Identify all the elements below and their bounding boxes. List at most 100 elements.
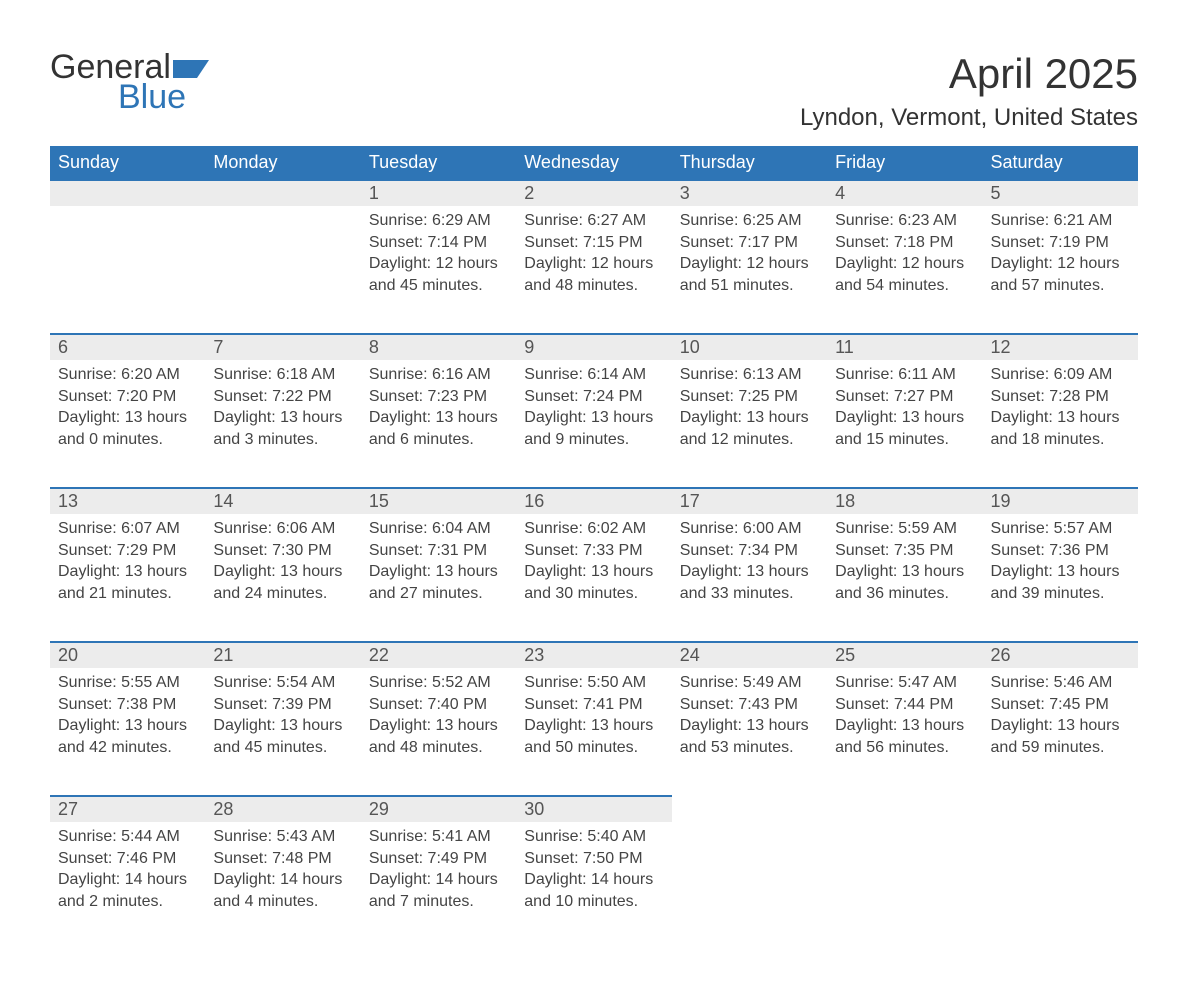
daylight-line2: and 54 minutes. [835, 275, 974, 297]
sunrise-line: Sunrise: 6:04 AM [369, 518, 508, 540]
day-content-cell [983, 822, 1138, 950]
day-number: 12 [991, 337, 1011, 357]
daylight-line1: Daylight: 13 hours [213, 407, 352, 429]
daylight-line1: Daylight: 14 hours [369, 869, 508, 891]
daylight-line1: Daylight: 13 hours [680, 715, 819, 737]
day-content-cell: Sunrise: 5:47 AMSunset: 7:44 PMDaylight:… [827, 668, 982, 796]
daylight-line2: and 27 minutes. [369, 583, 508, 605]
daylight-line1: Daylight: 13 hours [991, 715, 1130, 737]
day-number: 9 [524, 337, 534, 357]
sunrise-line: Sunrise: 5:46 AM [991, 672, 1130, 694]
sunrise-line: Sunrise: 5:55 AM [58, 672, 197, 694]
day-number-cell: 20 [50, 642, 205, 668]
sunrise-line: Sunrise: 6:09 AM [991, 364, 1130, 386]
daylight-line2: and 10 minutes. [524, 891, 663, 913]
sunrise-line: Sunrise: 5:59 AM [835, 518, 974, 540]
day-number: 19 [991, 491, 1011, 511]
sunset-line: Sunset: 7:31 PM [369, 540, 508, 562]
day-number: 24 [680, 645, 700, 665]
day-number-cell: 12 [983, 334, 1138, 360]
day-number: 11 [835, 337, 854, 357]
day-content-cell: Sunrise: 6:04 AMSunset: 7:31 PMDaylight:… [361, 514, 516, 642]
daylight-line1: Daylight: 13 hours [835, 407, 974, 429]
page-header: General Blue April 2025 Lyndon, Vermont,… [50, 50, 1138, 132]
daylight-line2: and 7 minutes. [369, 891, 508, 913]
daylight-line1: Daylight: 13 hours [369, 715, 508, 737]
daylight-line1: Daylight: 12 hours [680, 253, 819, 275]
day-number: 26 [991, 645, 1011, 665]
day-number: 6 [58, 337, 68, 357]
sunrise-line: Sunrise: 6:11 AM [835, 364, 974, 386]
day-content-cell: Sunrise: 6:09 AMSunset: 7:28 PMDaylight:… [983, 360, 1138, 488]
day-number-cell: 3 [672, 180, 827, 206]
sunset-line: Sunset: 7:28 PM [991, 386, 1130, 408]
day-number: 20 [58, 645, 78, 665]
sunset-line: Sunset: 7:19 PM [991, 232, 1130, 254]
sunset-line: Sunset: 7:41 PM [524, 694, 663, 716]
daylight-line1: Daylight: 14 hours [213, 869, 352, 891]
day-number: 8 [369, 337, 379, 357]
day-number-cell: 26 [983, 642, 1138, 668]
logo-flag-icon [173, 56, 209, 78]
weekday-header: Friday [827, 146, 982, 180]
weekday-header: Tuesday [361, 146, 516, 180]
daylight-line1: Daylight: 13 hours [991, 407, 1130, 429]
day-number: 18 [835, 491, 855, 511]
sunrise-line: Sunrise: 6:13 AM [680, 364, 819, 386]
day-number-row: 20212223242526 [50, 642, 1138, 668]
daylight-line1: Daylight: 13 hours [369, 407, 508, 429]
sunrise-line: Sunrise: 6:16 AM [369, 364, 508, 386]
day-content-cell: Sunrise: 6:25 AMSunset: 7:17 PMDaylight:… [672, 206, 827, 334]
day-content-cell: Sunrise: 5:40 AMSunset: 7:50 PMDaylight:… [516, 822, 671, 950]
day-content-cell: Sunrise: 6:06 AMSunset: 7:30 PMDaylight:… [205, 514, 360, 642]
daylight-line2: and 56 minutes. [835, 737, 974, 759]
day-content-cell [827, 822, 982, 950]
daylight-line1: Daylight: 13 hours [680, 407, 819, 429]
daylight-line2: and 45 minutes. [369, 275, 508, 297]
day-number-row: 6789101112 [50, 334, 1138, 360]
sunset-line: Sunset: 7:38 PM [58, 694, 197, 716]
daylight-line2: and 12 minutes. [680, 429, 819, 451]
sunset-line: Sunset: 7:35 PM [835, 540, 974, 562]
daylight-line1: Daylight: 13 hours [58, 407, 197, 429]
sunset-line: Sunset: 7:20 PM [58, 386, 197, 408]
daylight-line1: Daylight: 13 hours [58, 715, 197, 737]
daylight-line2: and 2 minutes. [58, 891, 197, 913]
weekday-header: Wednesday [516, 146, 671, 180]
daylight-line2: and 33 minutes. [680, 583, 819, 605]
day-number: 27 [58, 799, 78, 819]
day-number: 28 [213, 799, 233, 819]
day-number-cell: 23 [516, 642, 671, 668]
daylight-line2: and 50 minutes. [524, 737, 663, 759]
sunrise-line: Sunrise: 5:57 AM [991, 518, 1130, 540]
sunrise-line: Sunrise: 6:18 AM [213, 364, 352, 386]
day-number-cell: 27 [50, 796, 205, 822]
month-title: April 2025 [800, 50, 1138, 98]
day-number-row: 13141516171819 [50, 488, 1138, 514]
day-content-cell: Sunrise: 6:14 AMSunset: 7:24 PMDaylight:… [516, 360, 671, 488]
day-number-cell: 17 [672, 488, 827, 514]
day-number: 29 [369, 799, 389, 819]
day-number-cell: 6 [50, 334, 205, 360]
day-number: 4 [835, 183, 845, 203]
day-number-cell [50, 180, 205, 206]
day-content-cell: Sunrise: 5:55 AMSunset: 7:38 PMDaylight:… [50, 668, 205, 796]
sunset-line: Sunset: 7:39 PM [213, 694, 352, 716]
daylight-line1: Daylight: 13 hours [524, 715, 663, 737]
day-content-row: Sunrise: 6:07 AMSunset: 7:29 PMDaylight:… [50, 514, 1138, 642]
daylight-line2: and 45 minutes. [213, 737, 352, 759]
day-number-row: 27282930 [50, 796, 1138, 822]
sunrise-line: Sunrise: 6:06 AM [213, 518, 352, 540]
sunset-line: Sunset: 7:40 PM [369, 694, 508, 716]
day-number: 13 [58, 491, 78, 511]
day-number-cell: 25 [827, 642, 982, 668]
sunrise-line: Sunrise: 6:21 AM [991, 210, 1130, 232]
sunrise-line: Sunrise: 6:14 AM [524, 364, 663, 386]
daylight-line1: Daylight: 13 hours [213, 561, 352, 583]
sunset-line: Sunset: 7:22 PM [213, 386, 352, 408]
daylight-line2: and 48 minutes. [369, 737, 508, 759]
day-number-row: 12345 [50, 180, 1138, 206]
day-number-cell: 8 [361, 334, 516, 360]
weekday-header-row: Sunday Monday Tuesday Wednesday Thursday… [50, 146, 1138, 180]
sunrise-line: Sunrise: 5:41 AM [369, 826, 508, 848]
